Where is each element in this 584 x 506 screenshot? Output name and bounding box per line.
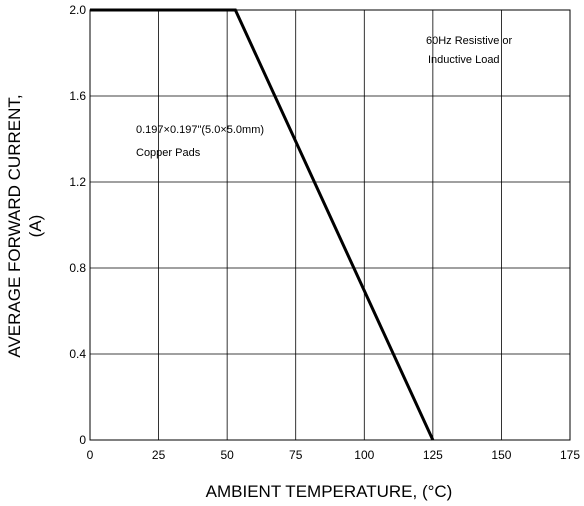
x-tick-label: 125 [423, 448, 443, 462]
y-tick-label: 0.8 [69, 261, 86, 275]
x-tick-label: 100 [354, 448, 374, 462]
grid-lines [89, 9, 571, 441]
x-tick-label: 175 [560, 448, 580, 462]
annotation-load-line1: 60Hz Resistive or [426, 35, 513, 47]
plot-frame [89, 9, 571, 441]
x-tick-label: 25 [152, 448, 166, 462]
series-line [90, 8, 435, 441]
annotation-load-line2: Inductive Load [428, 54, 500, 66]
x-tick-label: 150 [491, 448, 511, 462]
y-axis-title-line2: (A) [26, 215, 45, 238]
x-axis-title: AMBIENT TEMPERATURE, (°C) [206, 482, 453, 501]
y-tick-label: 2.0 [69, 3, 86, 17]
x-tick-label: 0 [87, 448, 94, 462]
annotation-pads-line2: Copper Pads [136, 147, 201, 159]
y-tick-label: 0.4 [69, 347, 86, 361]
x-tick-label: 75 [289, 448, 303, 462]
series-group [90, 8, 435, 441]
y-tick-label: 1.6 [69, 89, 86, 103]
y-axis-title: AVERAGE FORWARD CURRENT, (A) [5, 94, 45, 357]
y-tick-labels: 0 0.4 0.8 1.2 1.6 2.0 [69, 3, 86, 447]
annotation-pads-line1: 0.197×0.197"(5.0×5.0mm) [136, 124, 264, 136]
y-axis-title-line1: AVERAGE FORWARD CURRENT, [5, 94, 24, 357]
x-tick-labels: 0 25 50 75 100 125 150 175 [87, 448, 581, 462]
x-tick-label: 50 [220, 448, 234, 462]
y-tick-label: 0 [79, 433, 86, 447]
y-tick-label: 1.2 [69, 175, 86, 189]
